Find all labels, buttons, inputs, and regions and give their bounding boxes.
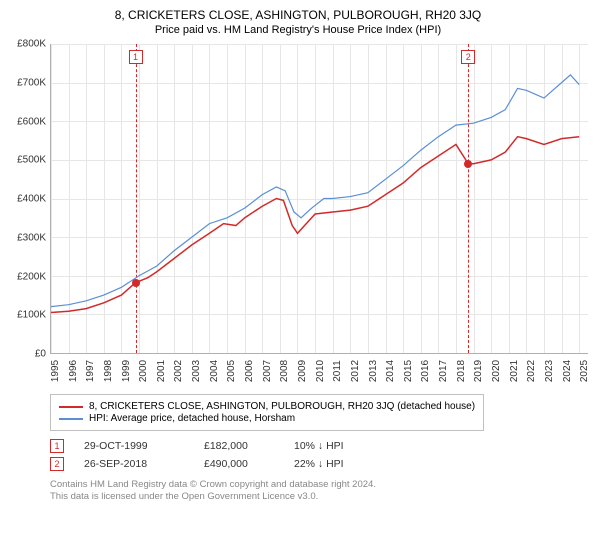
sale-marker: 1	[50, 439, 64, 453]
chart-title: 8, CRICKETERS CLOSE, ASHINGTON, PULBOROU…	[8, 8, 588, 22]
legend: 8, CRICKETERS CLOSE, ASHINGTON, PULBOROU…	[50, 394, 484, 431]
x-tick-label: 1995	[50, 360, 61, 382]
marker-flag-1: 1	[129, 50, 143, 64]
y-tick-label: £700K	[17, 77, 46, 88]
x-tick-label: 2010	[315, 360, 326, 382]
x-tick-label: 2005	[226, 360, 237, 382]
footer-attribution: Contains HM Land Registry data © Crown c…	[50, 479, 588, 504]
x-tick-label: 2016	[420, 360, 431, 382]
x-tick-label: 2000	[138, 360, 149, 382]
x-tick-label: 2008	[279, 360, 290, 382]
y-tick-label: £100K	[17, 310, 46, 321]
legend-swatch	[59, 406, 83, 408]
x-tick-label: 2001	[156, 360, 167, 382]
series-line-hpi	[51, 75, 579, 307]
legend-label: 8, CRICKETERS CLOSE, ASHINGTON, PULBOROU…	[89, 401, 475, 412]
sale-pct: 22% ↓ HPI	[294, 458, 384, 470]
x-tick-label: 2022	[526, 360, 537, 382]
x-tick-label: 2017	[438, 360, 449, 382]
x-tick-label: 1997	[85, 360, 96, 382]
x-tick-label: 1998	[103, 360, 114, 382]
x-tick-label: 2004	[209, 360, 220, 382]
y-tick-label: £300K	[17, 232, 46, 243]
y-tick-label: £0	[35, 349, 46, 360]
x-tick-label: 2023	[544, 360, 555, 382]
sale-price: £490,000	[204, 458, 274, 470]
x-tick-label: 2018	[456, 360, 467, 382]
x-tick-label: 2013	[368, 360, 379, 382]
legend-label: HPI: Average price, detached house, Hors…	[89, 413, 295, 424]
x-tick-label: 1999	[121, 360, 132, 382]
chart-subtitle: Price paid vs. HM Land Registry's House …	[8, 24, 588, 36]
footer-line-2: This data is licensed under the Open Gov…	[50, 491, 588, 503]
marker-flag-2: 2	[461, 50, 475, 64]
y-tick-label: £800K	[17, 39, 46, 50]
sale-price: £182,000	[204, 440, 274, 452]
y-tick-label: £600K	[17, 116, 46, 127]
sale-marker: 2	[50, 457, 64, 471]
x-tick-label: 2020	[491, 360, 502, 382]
y-tick-label: £200K	[17, 271, 46, 282]
chart-container: 8, CRICKETERS CLOSE, ASHINGTON, PULBOROU…	[0, 0, 600, 560]
x-tick-label: 2021	[509, 360, 520, 382]
sale-pct: 10% ↓ HPI	[294, 440, 384, 452]
sales-table: 1 29-OCT-1999 £182,000 10% ↓ HPI 2 26-SEP-201…	[50, 439, 588, 471]
series-line-price_paid	[51, 137, 579, 313]
x-tick-label: 2015	[403, 360, 414, 382]
x-tick-label: 2006	[244, 360, 255, 382]
x-tick-label: 2002	[173, 360, 184, 382]
x-tick-label: 2025	[579, 360, 590, 382]
marker-dot-1	[132, 279, 140, 287]
x-tick-label: 2019	[473, 360, 484, 382]
y-tick-label: £400K	[17, 194, 46, 205]
footer-line-1: Contains HM Land Registry data © Crown c…	[50, 479, 588, 491]
x-tick-label: 2024	[562, 360, 573, 382]
sale-date: 26-SEP-2018	[84, 458, 184, 470]
x-tick-label: 2011	[332, 360, 343, 382]
legend-item: 8, CRICKETERS CLOSE, ASHINGTON, PULBOROU…	[59, 401, 475, 412]
chart-area: £0£100K£200K£300K£400K£500K£600K£700K£80…	[8, 44, 588, 384]
sale-date: 29-OCT-1999	[84, 440, 184, 452]
y-axis: £0£100K£200K£300K£400K£500K£600K£700K£80…	[8, 44, 50, 354]
x-tick-label: 2009	[297, 360, 308, 382]
x-tick-label: 2007	[262, 360, 273, 382]
x-tick-label: 1996	[68, 360, 79, 382]
y-tick-label: £500K	[17, 155, 46, 166]
line-overlay	[51, 44, 588, 353]
x-axis: 1995 1996 1997 1998 1999 2000 2001 2002 2003 2004…	[50, 354, 588, 384]
legend-item: HPI: Average price, detached house, Hors…	[59, 413, 475, 424]
sale-row: 2 26-SEP-2018 £490,000 22% ↓ HPI	[50, 457, 588, 471]
plot-area: 12	[50, 44, 588, 354]
legend-swatch	[59, 418, 83, 420]
marker-dot-2	[464, 160, 472, 168]
sale-row: 1 29-OCT-1999 £182,000 10% ↓ HPI	[50, 439, 588, 453]
x-tick-label: 2003	[191, 360, 202, 382]
x-tick-label: 2014	[385, 360, 396, 382]
x-tick-label: 2012	[350, 360, 361, 382]
